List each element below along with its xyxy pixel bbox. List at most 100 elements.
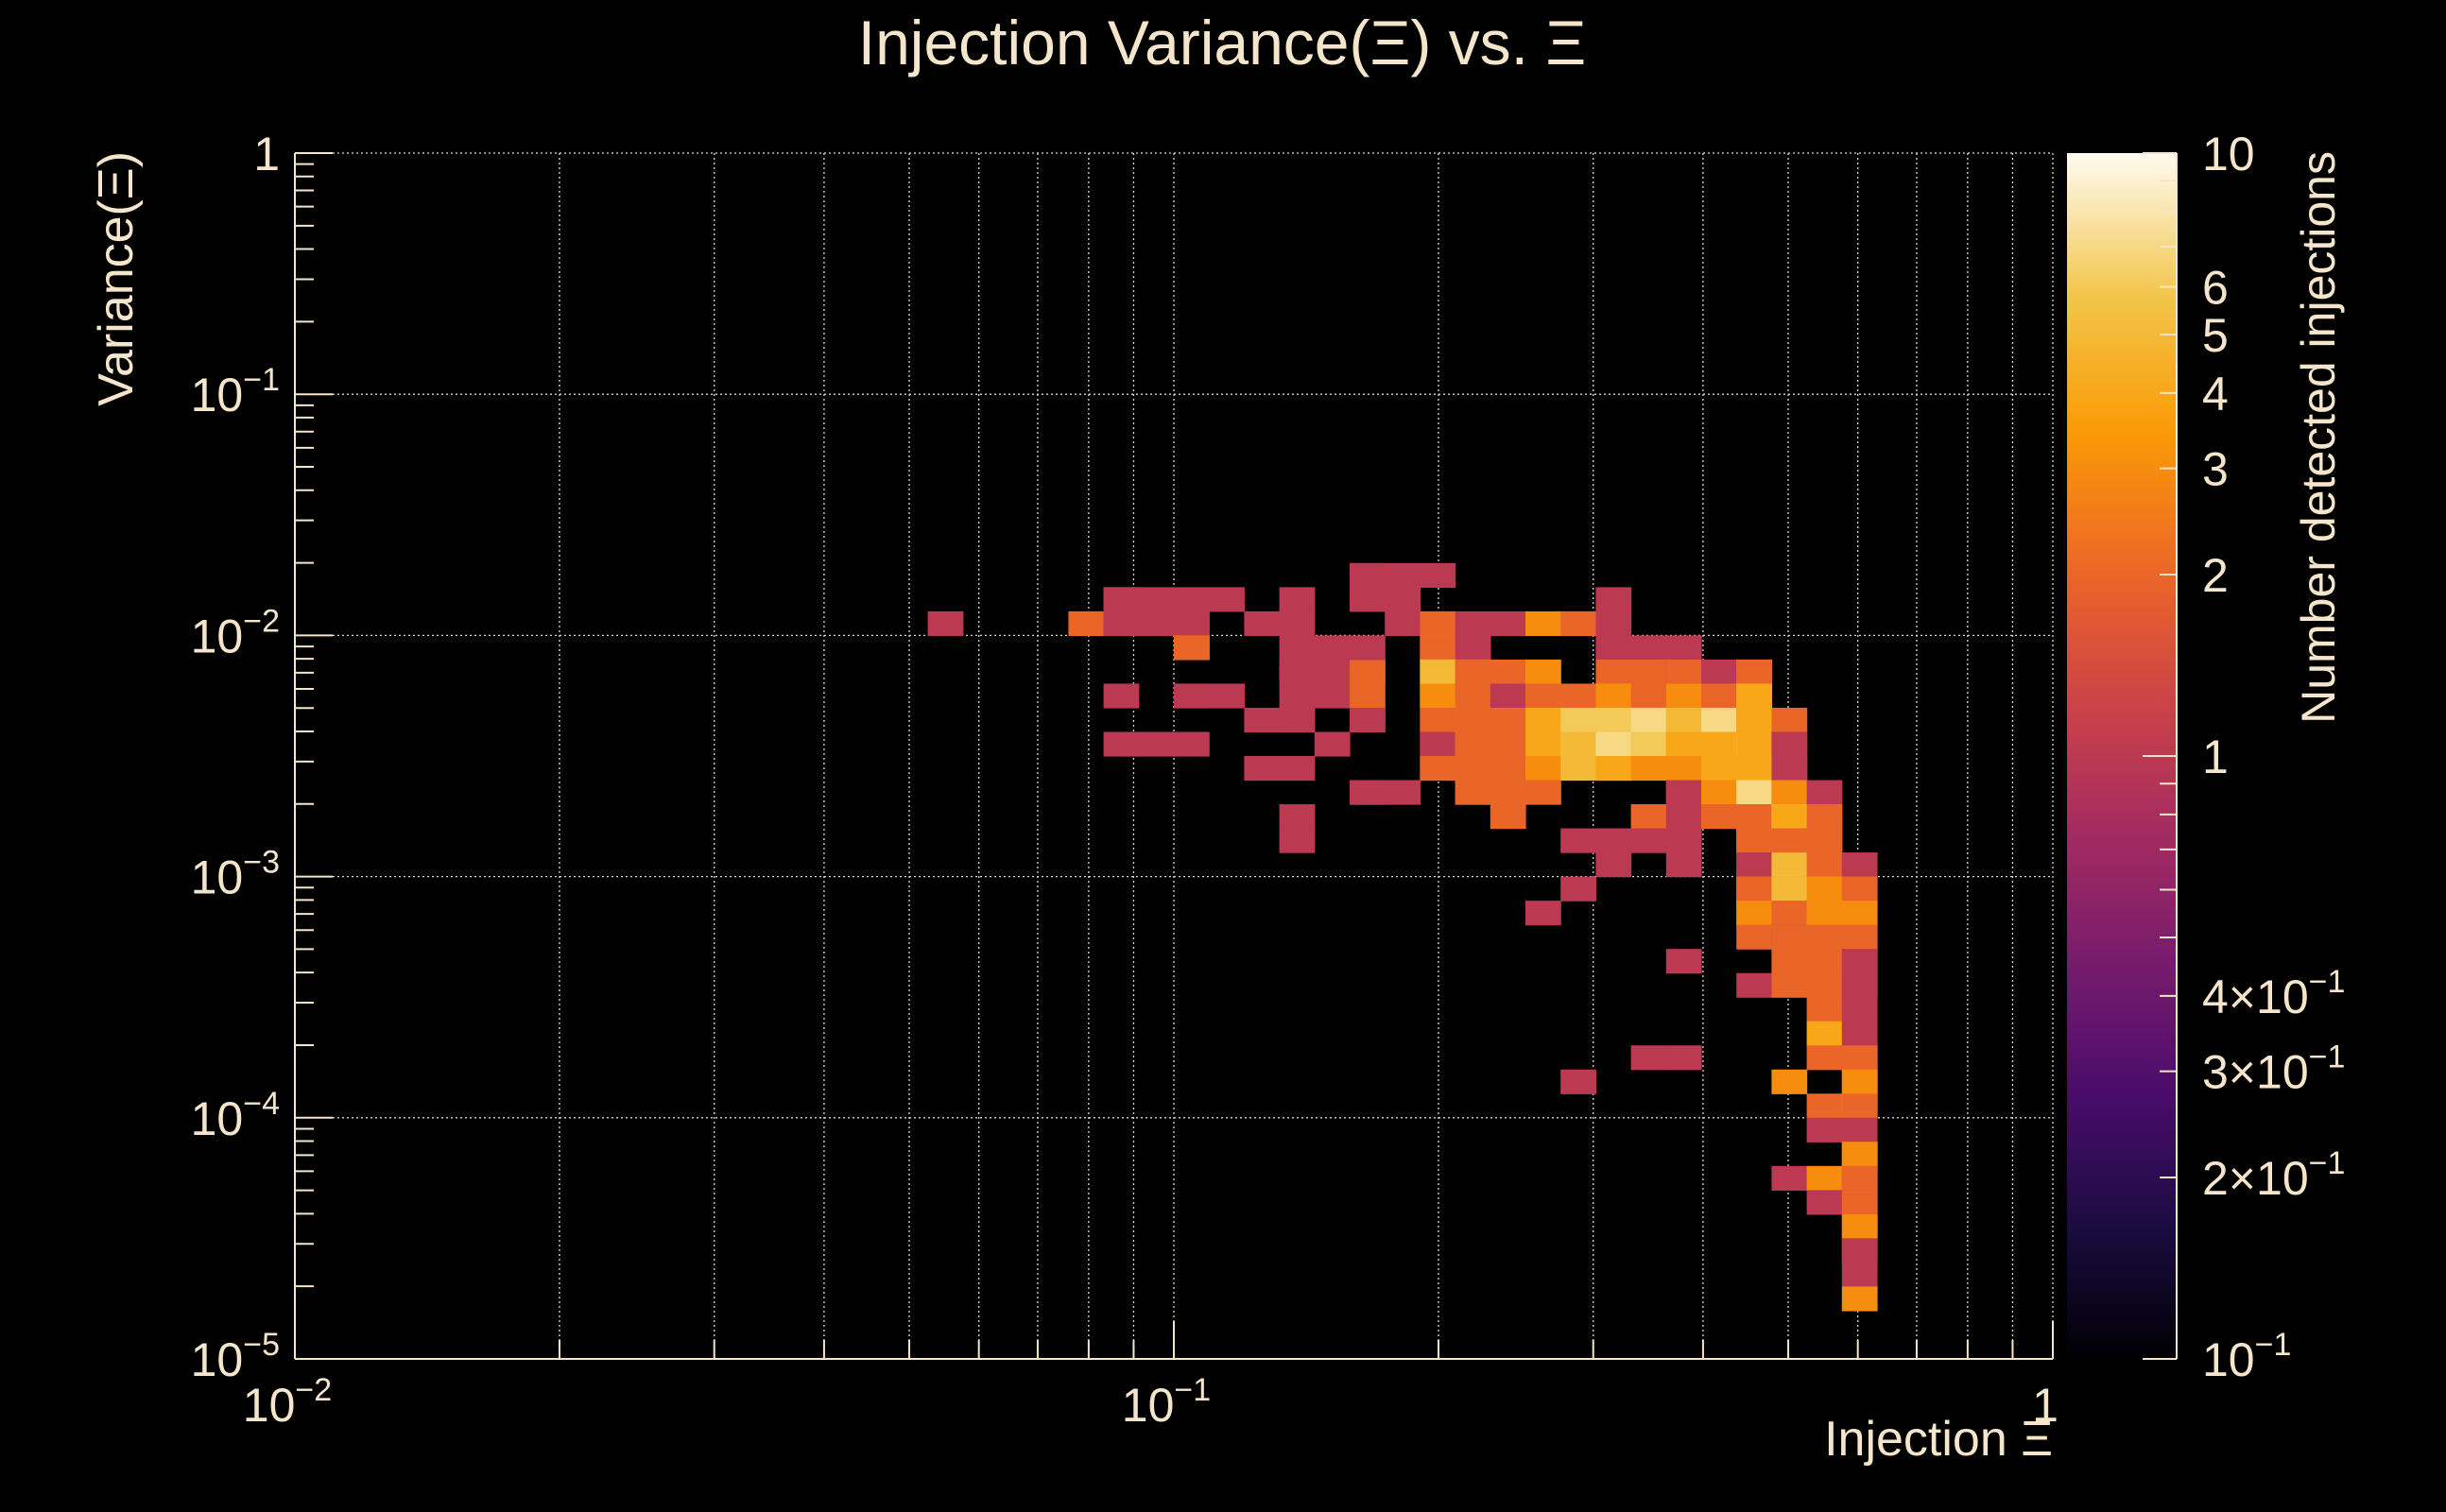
- heatmap-cell: [1490, 683, 1526, 709]
- heatmap-cell: [1771, 876, 1808, 902]
- heatmap-cell: [1665, 1045, 1702, 1071]
- heatmap-cell: [1665, 635, 1702, 661]
- heatmap-cell: [927, 610, 964, 636]
- heatmap-cell: [1209, 683, 1245, 709]
- colorbar-tick-label: 6: [2202, 262, 2229, 315]
- heatmap-cell: [1736, 828, 1772, 853]
- heatmap-cell: [1525, 683, 1561, 709]
- heatmap-cell: [1490, 610, 1526, 636]
- heatmap-cell: [1771, 828, 1808, 853]
- heatmap-cell: [1806, 1190, 1843, 1215]
- heatmap-cell: [1350, 683, 1386, 709]
- heatmap-cell: [1350, 780, 1386, 805]
- heatmap-cell: [1455, 756, 1491, 782]
- heatmap-cell: [1103, 610, 1140, 636]
- heatmap-cell: [1560, 876, 1596, 902]
- heatmap-cell: [1595, 587, 1632, 612]
- heatmap-cell: [1841, 972, 1878, 998]
- colorbar-tick-label: 10−1: [2202, 1327, 2291, 1386]
- heatmap-cell: [1806, 949, 1843, 974]
- heatmap-cell: [1455, 780, 1491, 805]
- heatmap-cell: [1420, 756, 1456, 782]
- heatmap-cell: [1279, 635, 1316, 661]
- heatmap-cell: [1736, 683, 1772, 709]
- heatmap-cell: [1841, 997, 1878, 1022]
- colorbar-tick-label: 10: [2202, 128, 2255, 180]
- heatmap-cell: [1455, 610, 1491, 636]
- heatmap-cell: [1174, 635, 1210, 661]
- heatmap-cell: [1385, 587, 1421, 612]
- heatmap-cell: [1806, 997, 1843, 1022]
- heatmap-cell: [1455, 659, 1491, 685]
- heatmap-cell: [1771, 780, 1808, 805]
- heatmap-cell: [1350, 587, 1386, 612]
- heatmap-cell: [1665, 683, 1702, 709]
- heatmap-cell: [1736, 707, 1772, 733]
- heatmap-cell: [1420, 683, 1456, 709]
- heatmap-cell: [1630, 635, 1667, 661]
- heatmap-cell: [1420, 731, 1456, 757]
- heatmap-cell: [1560, 828, 1596, 853]
- heatmap-cell: [1701, 683, 1737, 709]
- heatmap-cell: [1525, 610, 1561, 636]
- heatmap-cell: [1595, 635, 1632, 661]
- x-axis-label: Injection Ξ: [1824, 1412, 2053, 1467]
- heatmap-cell: [1279, 828, 1316, 853]
- heatmap-cell: [1630, 707, 1667, 733]
- heatmap-cell: [1771, 924, 1808, 950]
- heatmap-cell: [1314, 731, 1351, 757]
- heatmap-cell: [1103, 731, 1140, 757]
- heatmap-cell: [1665, 756, 1702, 782]
- heatmap-cell: [1736, 731, 1772, 757]
- heatmap-cell: [1138, 610, 1175, 636]
- heatmap-cell: [1630, 828, 1667, 853]
- heatmap-cell: [1701, 731, 1737, 757]
- colorbar-tick-label: 2: [2202, 549, 2229, 602]
- colorbar-tick-label: 4×10−1: [2202, 964, 2345, 1023]
- heatmap-cell: [1174, 683, 1210, 709]
- heatmap-cell: [1665, 731, 1702, 757]
- x-tick-label: 10−1: [1122, 1372, 1211, 1432]
- heatmap-cell: [1665, 780, 1702, 805]
- heatmap-cell: [1806, 1165, 1843, 1191]
- heatmap-cell: [1841, 1286, 1878, 1312]
- heatmap-cell: [1806, 972, 1843, 998]
- heatmap-cell: [1385, 780, 1421, 805]
- heatmap-cell: [1138, 587, 1175, 612]
- heatmap-cell: [1595, 852, 1632, 878]
- heatmap-cell: [1595, 731, 1632, 757]
- heatmap-cells: [927, 562, 1878, 1312]
- heatmap-cell: [1736, 972, 1772, 998]
- heatmap-cell: [1174, 610, 1210, 636]
- heatmap-cell: [1244, 756, 1281, 782]
- heatmap-cell: [1806, 1045, 1843, 1071]
- heatmap-cell: [1806, 828, 1843, 853]
- heatmap-cell: [1841, 1021, 1878, 1046]
- heatmap-cell: [1806, 852, 1843, 878]
- heatmap-cell: [1630, 756, 1667, 782]
- axes: 10−2 10−1 1 1 10−1 10−2 10−3 10−4 10−5: [191, 128, 2058, 1432]
- heatmap-cell: [1841, 949, 1878, 974]
- heatmap-cell: [1841, 1045, 1878, 1071]
- heatmap-cell: [1841, 1190, 1878, 1215]
- heatmap-cell: [1068, 610, 1105, 636]
- heatmap-cell: [1455, 635, 1491, 661]
- heatmap-cell: [1771, 1069, 1808, 1094]
- colorbar-tick-label: 5: [2202, 309, 2229, 362]
- heatmap-cell: [1841, 1238, 1878, 1263]
- heatmap-cell: [1701, 707, 1737, 733]
- heatmap-cell: [1455, 683, 1491, 709]
- heatmap-cell: [1525, 780, 1561, 805]
- heatmap-cell: [1771, 949, 1808, 974]
- heatmap-cell: [1244, 610, 1281, 636]
- heatmap-cell: [1525, 707, 1561, 733]
- heatmap-cell: [1806, 924, 1843, 950]
- heatmap-cell: [1455, 731, 1491, 757]
- heatmap-cell: [1841, 901, 1878, 926]
- heatmap-cell: [1279, 756, 1316, 782]
- heatmap-cell: [1806, 1117, 1843, 1143]
- y-axis-label: Variance(Ξ): [89, 151, 144, 406]
- heatmap-cell: [1560, 756, 1596, 782]
- heatmap-cell: [1490, 731, 1526, 757]
